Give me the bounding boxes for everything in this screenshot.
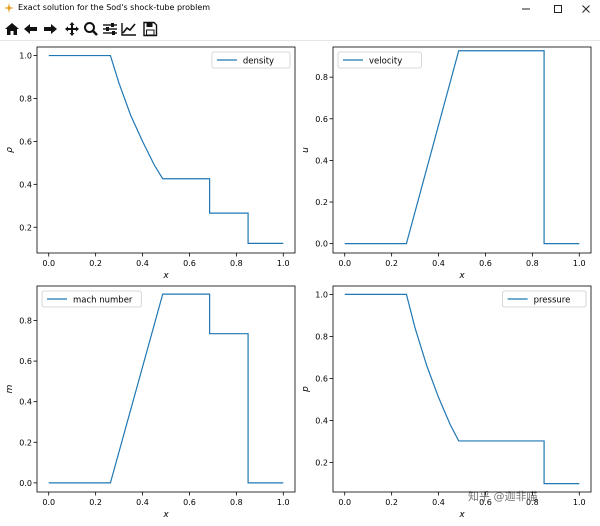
axes-frame bbox=[36, 46, 296, 254]
subplot-3: 0.0 0.2 0.4 0.6 0.8 1.0 0.0 0.2 0.4 0.6 0.8 x m mach … bbox=[5, 285, 296, 520]
legend-box bbox=[41, 290, 142, 308]
x-tick-label: 0.6 bbox=[183, 259, 196, 268]
y-tick-label: 1.0 bbox=[19, 52, 32, 61]
subplot-2: 0.0 0.2 0.4 0.6 0.8 1.0 0.0 0.2 0.4 0.6 0.8 x u veloc… bbox=[301, 46, 592, 281]
y-tick-label: 0.8 bbox=[19, 95, 32, 104]
x-tick-label: 0.6 bbox=[479, 498, 492, 507]
x-tick-label: 0.2 bbox=[89, 498, 102, 507]
y-tick-label: 0.0 bbox=[19, 479, 32, 488]
x-tick-label: 1.0 bbox=[573, 259, 586, 268]
x-tick-label: 1.0 bbox=[573, 498, 586, 507]
pan-icon[interactable] bbox=[63, 21, 81, 37]
minimize-icon bbox=[522, 8, 530, 10]
legend-box bbox=[337, 51, 422, 69]
y-tick-label: 0.4 bbox=[19, 398, 32, 407]
x-axis-label: x bbox=[458, 510, 465, 520]
close-icon bbox=[582, 5, 590, 13]
x-tick-label: 1.0 bbox=[277, 498, 290, 507]
x-tick-label: 0.4 bbox=[432, 498, 445, 507]
subplot-4: 0.0 0.2 0.4 0.6 0.8 1.0 0.2 0.4 0.6 0.8 1.0 x p press… bbox=[301, 285, 592, 520]
x-tick-label: 0.0 bbox=[42, 498, 55, 507]
y-tick-label: 0.6 bbox=[19, 137, 32, 146]
legend: density bbox=[211, 51, 291, 69]
axes-frame bbox=[332, 285, 592, 493]
x-tick-label: 0.2 bbox=[385, 498, 398, 507]
x-tick-label: 0.8 bbox=[230, 259, 243, 268]
y-tick-label: 0.2 bbox=[315, 459, 328, 468]
y-tick-label: 0.4 bbox=[315, 417, 328, 426]
y-tick-label: 0.6 bbox=[19, 357, 32, 366]
window-title: Exact solution for the Sod's shock-tube … bbox=[18, 3, 211, 12]
y-tick-label: 0.2 bbox=[315, 198, 328, 207]
x-axis-label: x bbox=[162, 510, 169, 520]
minimize-button[interactable] bbox=[514, 1, 538, 17]
y-axis-label: p bbox=[301, 386, 311, 393]
figure-canvas[interactable]: 0.0 0.2 0.4 0.6 0.8 1.0 0.2 0.4 0.6 0.8 1.0 x ρ densi… bbox=[0, 41, 600, 522]
series-line bbox=[344, 50, 580, 245]
maximize-button[interactable] bbox=[546, 1, 570, 17]
back-icon[interactable] bbox=[22, 21, 40, 37]
subplot-1: 0.0 0.2 0.4 0.6 0.8 1.0 0.2 0.4 0.6 0.8 1.0 x ρ densi… bbox=[5, 46, 296, 281]
x-tick-label: 0.6 bbox=[183, 498, 196, 507]
configure-subplots-icon[interactable] bbox=[101, 21, 119, 37]
y-axis-label: ρ bbox=[5, 147, 15, 153]
y-tick-label: 0.6 bbox=[315, 374, 328, 383]
legend-label: density bbox=[243, 57, 274, 67]
x-tick-label: 0.8 bbox=[526, 498, 539, 507]
y-tick-label: 0.6 bbox=[315, 115, 328, 124]
x-tick-label: 0.0 bbox=[42, 259, 55, 268]
matplotlib-toolbar bbox=[0, 18, 600, 41]
x-tick-label: 0.4 bbox=[136, 259, 149, 268]
series-line bbox=[344, 293, 580, 485]
legend: mach number bbox=[41, 290, 142, 308]
y-tick-label: 0.4 bbox=[19, 180, 32, 189]
x-tick-label: 0.4 bbox=[432, 259, 445, 268]
x-tick-label: 0.8 bbox=[230, 498, 243, 507]
app-icon bbox=[4, 3, 14, 13]
y-tick-label: 1.0 bbox=[315, 290, 328, 299]
figure-svg: 0.0 0.2 0.4 0.6 0.8 1.0 0.2 0.4 0.6 0.8 1.0 x ρ densi… bbox=[5, 46, 592, 520]
legend-label: pressure bbox=[534, 296, 571, 306]
x-tick-label: 1.0 bbox=[277, 259, 290, 268]
axes-frame bbox=[36, 285, 296, 493]
y-tick-label: 0.8 bbox=[315, 332, 328, 341]
y-tick-label: 0.4 bbox=[315, 156, 328, 165]
legend-box bbox=[502, 290, 587, 308]
x-axis-label: x bbox=[162, 271, 169, 281]
y-tick-label: 0.0 bbox=[315, 240, 328, 249]
series-line bbox=[48, 54, 284, 244]
y-tick-label: 0.2 bbox=[19, 438, 32, 447]
x-tick-label: 0.8 bbox=[526, 259, 539, 268]
y-axis-label: u bbox=[301, 147, 311, 153]
x-tick-label: 0.6 bbox=[479, 259, 492, 268]
legend-label: mach number bbox=[73, 296, 133, 306]
x-tick-label: 0.2 bbox=[385, 259, 398, 268]
y-tick-label: 0.2 bbox=[19, 223, 32, 232]
forward-icon[interactable] bbox=[41, 21, 59, 37]
title-bar: Exact solution for the Sod's shock-tube … bbox=[0, 0, 600, 18]
y-tick-label: 0.8 bbox=[315, 73, 328, 82]
maximize-icon bbox=[554, 5, 562, 13]
home-icon[interactable] bbox=[3, 21, 21, 37]
legend-label: velocity bbox=[369, 57, 402, 67]
x-tick-label: 0.0 bbox=[338, 498, 351, 507]
x-tick-label: 0.2 bbox=[89, 259, 102, 268]
zoom-icon[interactable] bbox=[82, 21, 100, 37]
watermark: 知乎 @迦非喵 bbox=[468, 489, 538, 503]
x-tick-label: 0.0 bbox=[338, 259, 351, 268]
x-axis-label: x bbox=[458, 271, 465, 281]
edit-axis-icon[interactable] bbox=[120, 21, 138, 37]
x-tick-label: 0.4 bbox=[136, 498, 149, 507]
save-icon[interactable] bbox=[141, 21, 159, 37]
legend-box bbox=[211, 51, 291, 69]
y-tick-label: 0.8 bbox=[19, 317, 32, 326]
legend: velocity bbox=[337, 51, 422, 69]
axes-frame bbox=[332, 46, 592, 254]
y-axis-label: m bbox=[5, 384, 15, 393]
series-line bbox=[48, 293, 284, 484]
legend: pressure bbox=[502, 290, 587, 308]
close-button[interactable] bbox=[574, 1, 598, 17]
